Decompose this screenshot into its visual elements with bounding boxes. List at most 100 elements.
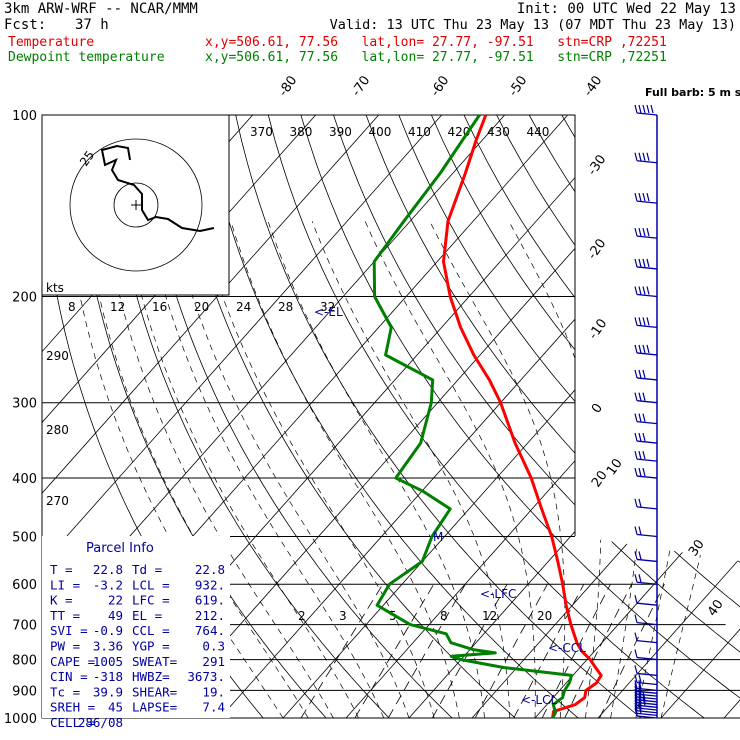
parcel-key: CIN = (50, 669, 88, 684)
parcel-key: SVI = (50, 623, 88, 638)
dry-adiabat (691, 115, 740, 718)
dewpoint-line (372, 114, 574, 719)
barb-flag (634, 317, 638, 326)
pressure-label: 600 (12, 578, 37, 593)
wind-barb (634, 614, 658, 626)
isotherm-label: -60 (428, 73, 452, 99)
barb-flag (642, 317, 646, 326)
barb-shaft (636, 266, 658, 270)
barb-shaft (636, 681, 658, 686)
isotherm (471, 115, 740, 718)
dry-adiabat (300, 115, 740, 718)
parcel-key: PW = (50, 639, 80, 654)
barb-flag (634, 152, 638, 161)
barb-flag (646, 344, 650, 354)
annotation-el: <-EL (314, 305, 343, 319)
parcel-value: 3.36 (93, 639, 123, 654)
barb-flag (634, 691, 638, 700)
pressure-label: 100 (12, 109, 37, 124)
wind-barb (634, 691, 658, 703)
barb-flag (638, 104, 642, 114)
wind-barb (634, 705, 658, 717)
moist-adiabat (267, 221, 485, 718)
isotherm (282, 115, 740, 718)
isotherm-label: -50 (506, 73, 530, 99)
annotation-m: M (433, 530, 443, 544)
wind-barb (634, 699, 658, 711)
hodograph-speed-label: 24 (236, 300, 251, 314)
barb-flag (634, 705, 638, 714)
barb-flag (638, 227, 642, 237)
barb-flag (638, 551, 642, 560)
isotherm (534, 115, 740, 718)
barb-flag (634, 702, 638, 711)
barb-flag (638, 258, 642, 268)
mixing-ratio-line (432, 584, 508, 718)
barb-flag (634, 595, 638, 604)
barb-flag (634, 450, 638, 460)
barb-flag (634, 286, 638, 295)
barb-legend: Full barb: 5 m s⁻¹ (645, 86, 740, 99)
barb-flag (634, 551, 638, 560)
barb-flag (638, 152, 642, 161)
barb-flag (642, 691, 646, 700)
barb-shaft (636, 690, 658, 694)
barb-flag (634, 697, 638, 706)
barb-flag (642, 258, 646, 268)
barb-flag (646, 286, 650, 295)
isotherm-label: -30 (585, 152, 609, 178)
level-annotations: <-LFC <-CCL <-LCL <-EL M (314, 305, 586, 707)
pressure-label: 300 (12, 397, 37, 412)
pressure-label: 700 (12, 619, 37, 634)
parcel-value: 7.4 (202, 700, 225, 715)
dewpoint-legend: Dewpoint temperature (8, 50, 165, 65)
wind-barbs: Full barb: 5 m s⁻¹ (634, 86, 740, 719)
wind-barb (634, 680, 658, 692)
hodograph-units: kts (46, 281, 64, 295)
hodograph-speed-label: 28 (278, 300, 293, 314)
wind-barb (634, 694, 658, 706)
theta-e-label: 270 (46, 494, 69, 508)
isotherm (42, 115, 379, 718)
dry-adiabat (170, 115, 516, 718)
hodograph-origin (131, 200, 141, 210)
barb-flag (638, 413, 642, 422)
barb-flag (642, 467, 646, 477)
wind-barb (634, 192, 658, 204)
barb-flag (638, 369, 642, 379)
parcel-key: LAPSE= (132, 700, 177, 715)
isotherm-label: -10 (586, 316, 610, 342)
temperature-line (442, 114, 603, 719)
barb-shaft (636, 672, 658, 677)
barb-flag (638, 694, 642, 703)
isotherm (660, 115, 740, 718)
barb-shaft (636, 699, 658, 703)
barb-flag (638, 699, 642, 709)
dry-adiabat (202, 115, 579, 718)
mixing-ratio-line (599, 584, 665, 718)
barb-flag (634, 498, 638, 508)
barb-flag (634, 432, 638, 442)
parcel-value: 22.8 (195, 562, 225, 577)
hodograph-speed-label: 20 (194, 300, 209, 314)
barb-flag (638, 392, 642, 401)
hodograph-speed-label: 16 (152, 300, 167, 314)
barb-shaft (636, 715, 658, 719)
barb-shaft (636, 707, 658, 711)
mixing-ratio-label: 3 (339, 609, 347, 623)
wind-barb (634, 258, 658, 270)
barb-flag (646, 104, 650, 114)
parcel-value: 1005 (93, 654, 123, 669)
barb-flag (642, 413, 646, 422)
theta-label: 410 (408, 125, 431, 139)
annotation-lfc: <-LFC (480, 587, 516, 601)
moist-adiabat (198, 221, 435, 718)
wind-barb (634, 450, 658, 462)
barb-shaft (636, 421, 658, 425)
wind-barb (634, 317, 658, 329)
wind-barb (634, 707, 658, 719)
forecast-label: Fcst: (4, 17, 47, 33)
moist-adiabat (660, 221, 740, 718)
pressure-label: 1000 (4, 712, 37, 727)
